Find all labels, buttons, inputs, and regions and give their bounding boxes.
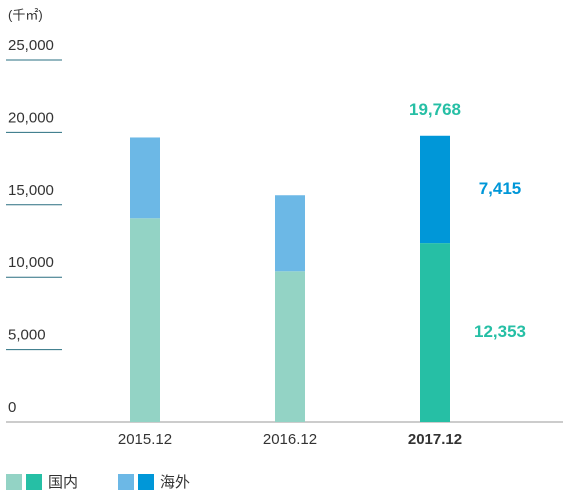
legend-label: 国内 <box>48 474 78 491</box>
x-tick-label: 2015.12 <box>118 431 172 448</box>
bar-segment <box>420 135 450 244</box>
x-tick-label: 2017.12 <box>408 431 462 448</box>
y-tick-label: 10,000 <box>8 254 54 271</box>
y-tick-label: 5,000 <box>8 327 46 344</box>
x-tick-label: 2016.12 <box>263 431 317 448</box>
legend-swatch <box>138 474 154 490</box>
y-tick-label: 20,000 <box>8 109 54 126</box>
value-label: 12,353 <box>474 322 526 341</box>
legend-swatch <box>118 474 134 490</box>
bar-segment <box>420 243 450 422</box>
legend-label: 海外 <box>160 474 190 491</box>
y-unit: (千㎡) <box>8 7 43 22</box>
bar-segment <box>130 218 160 422</box>
y-tick-label: 15,000 <box>8 182 54 199</box>
total-label: 19,768 <box>409 100 461 119</box>
value-label: 7,415 <box>479 179 522 198</box>
legend-swatch <box>6 474 22 490</box>
y-tick-label: 0 <box>8 399 16 416</box>
bar-segment <box>275 195 305 272</box>
bar-segment <box>130 137 160 219</box>
bar-segment <box>275 271 305 422</box>
legend-swatch <box>26 474 42 490</box>
y-tick-label: 25,000 <box>8 37 54 54</box>
